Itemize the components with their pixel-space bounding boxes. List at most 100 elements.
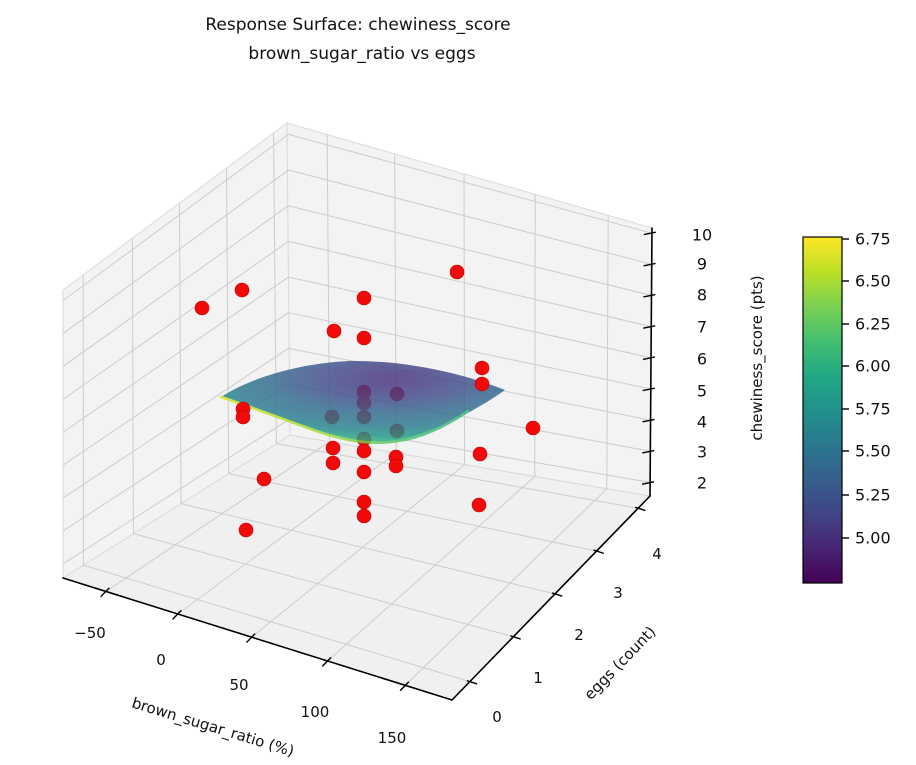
x-tick-mark bbox=[321, 656, 332, 667]
floor-grid-line bbox=[251, 464, 465, 638]
scatter-point bbox=[234, 282, 250, 298]
z-tick-mark bbox=[643, 325, 656, 329]
scatter-point bbox=[356, 464, 372, 480]
right-wall-grid-horizontal bbox=[288, 169, 652, 265]
y-tick-label: 0 bbox=[492, 708, 502, 726]
colorbar-tick-label: 6.00 bbox=[855, 356, 891, 376]
floor-grid-line bbox=[133, 533, 514, 638]
chart-title-line1: Response Surface: chewiness_score bbox=[205, 15, 511, 35]
left-wall-grid-vertical bbox=[178, 203, 182, 504]
scatter-point bbox=[238, 522, 254, 538]
scatter-point bbox=[356, 443, 372, 459]
z-tick-mark bbox=[642, 418, 655, 423]
colorbar-tick-label: 5.25 bbox=[855, 485, 891, 505]
x-tick-label: 150 bbox=[377, 729, 407, 747]
colorbar-tick-label: 5.00 bbox=[855, 528, 891, 548]
floor-grid-line bbox=[276, 443, 639, 509]
floor-grid-line bbox=[177, 452, 397, 615]
y-tick-mark bbox=[634, 506, 646, 512]
z-tick-label: 7 bbox=[696, 317, 708, 337]
x-axis-spine bbox=[62, 577, 453, 701]
scatter-points-group bbox=[194, 264, 541, 538]
z-tick-mark bbox=[642, 356, 656, 361]
scatter-point bbox=[472, 446, 488, 462]
z-axis-label: chewiness_score (pts) bbox=[748, 275, 766, 441]
y-tick-mark bbox=[510, 635, 521, 640]
z-tick-label: 4 bbox=[696, 412, 708, 432]
left-wall-grid-vertical bbox=[131, 238, 134, 534]
left-wall-grid-horizontal bbox=[62, 133, 289, 302]
scatter-point bbox=[388, 458, 404, 474]
scatter-point bbox=[325, 440, 341, 456]
z-tick-label: 5 bbox=[696, 381, 708, 401]
colorbar-tick-label: 6.50 bbox=[855, 271, 891, 291]
scatter-point bbox=[356, 508, 372, 524]
scatter-point bbox=[525, 420, 541, 436]
grid-group bbox=[62, 133, 652, 686]
x-tick-label: −50 bbox=[74, 624, 106, 642]
z-tick-label: 2 bbox=[696, 473, 708, 493]
scatter-point bbox=[326, 323, 342, 339]
scatter-point bbox=[356, 290, 372, 306]
z-tick-mark bbox=[643, 231, 656, 236]
floor-grid-line bbox=[105, 441, 330, 592]
colorbar bbox=[802, 236, 843, 584]
scatter-point bbox=[356, 494, 372, 510]
left-wall-grid-horizontal bbox=[62, 240, 289, 400]
right-wall-grid-horizontal bbox=[288, 240, 652, 328]
floor-grid-line bbox=[327, 476, 536, 662]
right-wall-grid-horizontal bbox=[288, 205, 652, 296]
colorbar-group bbox=[802, 236, 849, 584]
left-wall-grid-horizontal bbox=[62, 419, 289, 565]
y-axis-spine bbox=[451, 495, 651, 701]
surface-front-fringe bbox=[219, 395, 470, 445]
scatter-point bbox=[356, 330, 372, 346]
scatter-point bbox=[474, 360, 490, 376]
floor-grid-line bbox=[228, 473, 597, 552]
scatter-point bbox=[325, 455, 341, 471]
right-wall-pane bbox=[286, 122, 653, 497]
z-tick-label: 9 bbox=[696, 254, 708, 274]
x-tick-mark bbox=[172, 609, 182, 620]
x-tick-mark bbox=[245, 633, 256, 644]
z-tick-mark bbox=[642, 449, 655, 454]
y-tick-label: 3 bbox=[613, 584, 623, 602]
colorbar-tick-label: 5.75 bbox=[855, 399, 891, 419]
z-tick-label: 8 bbox=[696, 285, 708, 305]
left-wall-grid-horizontal bbox=[62, 205, 289, 367]
y-tick-label: 1 bbox=[533, 669, 543, 687]
colorbar-tick-label: 6.75 bbox=[855, 229, 891, 249]
z-tick-label: 3 bbox=[696, 442, 708, 462]
left-wall-grid-horizontal bbox=[62, 169, 289, 334]
right-wall-grid-horizontal bbox=[288, 312, 652, 390]
right-wall-grid-horizontal bbox=[288, 133, 652, 234]
floor-grid-line bbox=[404, 488, 608, 686]
floor-grid-line bbox=[180, 503, 556, 595]
scatter-point bbox=[474, 376, 490, 392]
response-surface-group bbox=[219, 360, 505, 445]
z-tick-label: 6 bbox=[696, 349, 708, 369]
y-tick-label: 2 bbox=[574, 626, 584, 644]
left-wall-grid-horizontal bbox=[62, 312, 289, 466]
right-wall-grid-horizontal bbox=[288, 276, 652, 359]
scatter-point bbox=[449, 264, 465, 280]
colorbar-tick-label: 6.25 bbox=[855, 314, 891, 334]
x-tick-mark bbox=[399, 681, 410, 692]
floor-grid-line bbox=[83, 564, 470, 683]
right-wall-grid-vertical bbox=[463, 173, 466, 465]
y-tick-mark bbox=[551, 592, 563, 597]
response-surface bbox=[221, 360, 505, 443]
chart-title-line2: brown_sugar_ratio vs eggs bbox=[248, 44, 476, 64]
left-wall-grid-horizontal bbox=[62, 347, 289, 499]
y-tick-mark bbox=[466, 679, 478, 685]
x-tick-label: 50 bbox=[229, 676, 249, 694]
colorbar-tick-label: 5.50 bbox=[855, 441, 891, 461]
x-tick-label: 0 bbox=[156, 651, 166, 669]
x-tick-label: 100 bbox=[300, 703, 330, 721]
left-wall-grid-horizontal bbox=[62, 276, 289, 433]
z-tick-mark bbox=[642, 387, 655, 392]
scatter-point bbox=[256, 471, 272, 487]
y-tick-mark bbox=[593, 549, 605, 555]
